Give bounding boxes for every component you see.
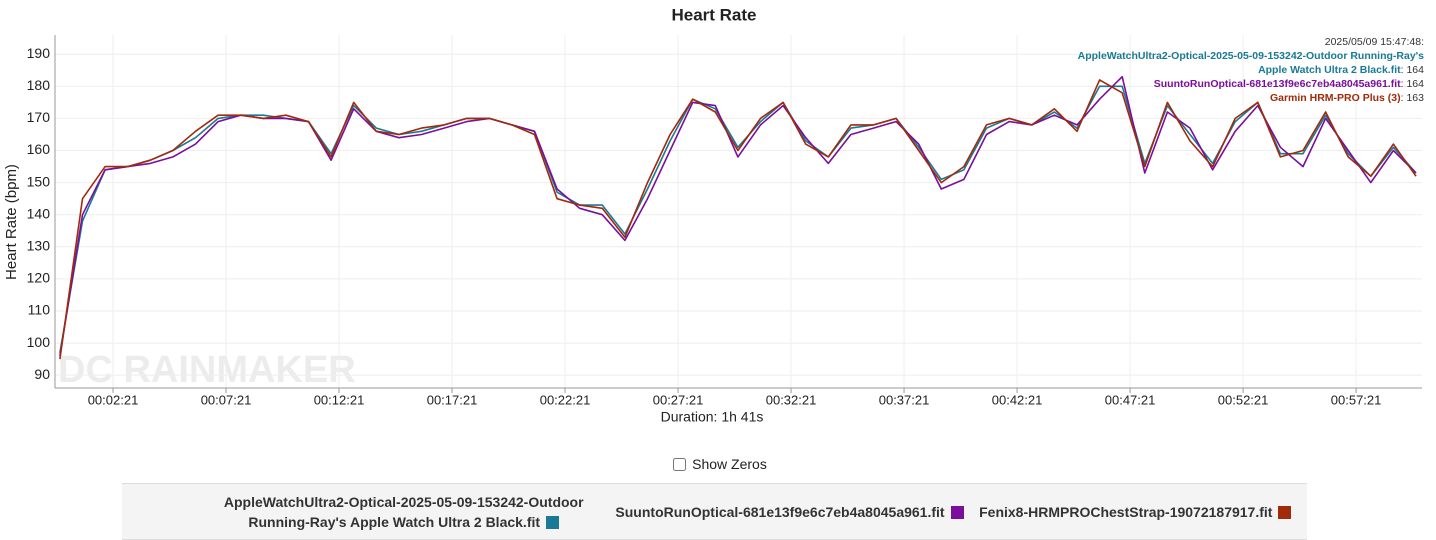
x-tick-label: 00:27:21 — [653, 392, 704, 407]
y-axis-label: Heart Rate (bpm) — [3, 164, 20, 280]
tooltip-name: Garmin HRM-PRO Plus (3) — [1269, 92, 1401, 104]
tooltip-row: AppleWatchUltra2-Optical-2025-05-09-1532… — [1077, 50, 1424, 76]
tooltip-value: 163 — [1406, 92, 1424, 104]
x-tick-label: 00:17:21 — [427, 392, 478, 407]
y-tick-label: 150 — [27, 173, 51, 189]
legend: AppleWatchUltra2-Optical-2025-05-09-1532… — [122, 483, 1307, 540]
tooltip-value: 164 — [1406, 64, 1424, 76]
legend-label: SuuntoRunOptical-681e13f9e6c7eb4a8045a96… — [615, 503, 945, 520]
y-tick-label: 190 — [27, 45, 51, 61]
tooltip-row: Garmin HRM-PRO Plus (3): 163 — [1269, 92, 1424, 104]
y-tick-label: 90 — [34, 366, 50, 382]
x-tick-label: 00:22:21 — [540, 392, 591, 407]
show-zeros-checkbox[interactable] — [673, 458, 687, 471]
legend-swatch — [950, 505, 964, 519]
y-tick-label: 180 — [27, 77, 51, 93]
chart-title: Heart Rate — [671, 5, 756, 24]
legend-swatch — [546, 515, 560, 529]
y-tick-label: 120 — [27, 270, 51, 286]
y-tick-label: 170 — [27, 109, 51, 125]
tooltip-value: 164 — [1406, 78, 1424, 90]
show-zeros-label[interactable]: Show Zeros — [692, 456, 767, 472]
legend-item[interactable]: AppleWatchUltra2-Optical-2025-05-09-1532… — [122, 492, 615, 532]
legend-item[interactable]: SuuntoRunOptical-681e13f9e6c7eb4a8045a96… — [615, 502, 964, 522]
tooltip-time: 2025/05/09 15:47:48: — [1324, 36, 1424, 48]
watermark: DC RAINMAKER — [58, 349, 356, 391]
legend-label: AppleWatchUltra2-Optical-2025-05-09-1532… — [223, 493, 584, 530]
line-series — [59, 75, 1417, 357]
x-tick-label: 00:42:21 — [992, 392, 1043, 407]
tooltip-row: SuuntoRunOptical-681e13f9e6c7eb4a8045a96… — [1153, 78, 1424, 90]
legend-item[interactable]: Fenix8-HRMPROChestStrap-19072187917.fit — [964, 502, 1307, 522]
tooltip-name: AppleWatchUltra2-Optical-2025-05-09-1532… — [1077, 50, 1424, 76]
x-axis-label: Duration: 1h 41s — [661, 409, 764, 425]
tooltip-name: SuuntoRunOptical-681e13f9e6c7eb4a8045a96… — [1153, 78, 1401, 90]
line-series — [59, 85, 1417, 353]
y-tick-label: 130 — [27, 238, 51, 254]
x-tick-label: 00:37:21 — [879, 392, 930, 407]
legend-label: Fenix8-HRMPROChestStrap-19072187917.fit — [979, 503, 1273, 520]
y-tick-label: 100 — [27, 334, 51, 350]
x-tick-label: 00:12:21 — [314, 392, 365, 407]
x-tick-label: 00:47:21 — [1105, 392, 1156, 407]
show-zeros: Show Zeros — [0, 455, 1436, 474]
x-tick-label: 00:57:21 — [1331, 392, 1382, 407]
y-tick-label: 160 — [27, 141, 51, 157]
tooltip: 2025/05/09 15:47:48: AppleWatchUltra2-Op… — [1062, 35, 1424, 105]
chart: Heart Rate Heart Rate (bpm) Duration: 1h… — [3, 5, 1422, 425]
x-tick-label: 00:52:21 — [1218, 392, 1269, 407]
y-tick-label: 110 — [28, 302, 51, 318]
line-series — [59, 79, 1417, 360]
legend-swatch — [1278, 505, 1292, 519]
y-tick-label: 140 — [27, 205, 51, 221]
x-tick-label: 00:02:21 — [88, 392, 139, 407]
x-tick-label: 00:07:21 — [201, 392, 252, 407]
x-tick-label: 00:32:21 — [766, 392, 817, 407]
